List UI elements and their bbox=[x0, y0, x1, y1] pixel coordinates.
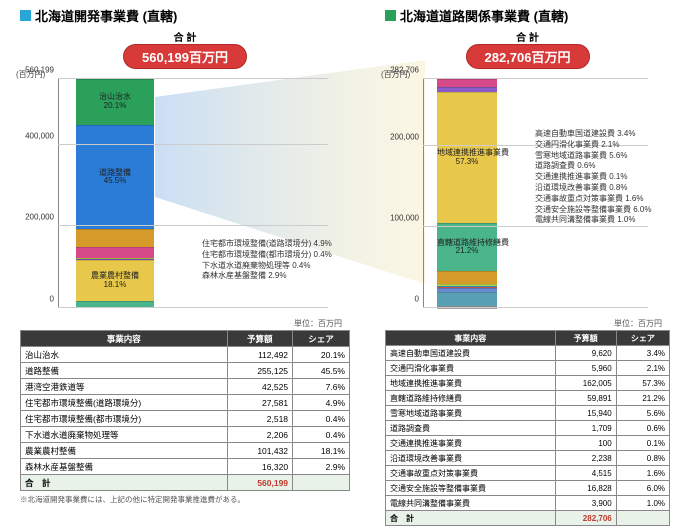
col-header: シェア bbox=[616, 331, 669, 346]
table-row: 森林水産基盤整備16,3202.9% bbox=[21, 459, 350, 475]
right-table: 事業内容予算額シェア高速自動車国道建設費9,6203.4%交通円滑化事業費5,9… bbox=[385, 330, 670, 526]
table-row: 電線共同溝整備事業費3,9001.0% bbox=[386, 496, 670, 511]
segment: 農業農村整備18.1% bbox=[76, 260, 154, 301]
segment bbox=[437, 79, 497, 87]
table-row: 交通事故重点対策事業費4,5151.6% bbox=[386, 466, 670, 481]
callout-line: 森林水産基盤整備 2.9% bbox=[202, 271, 357, 282]
table-row: 直轄道路維持修繕費59,89121.2% bbox=[386, 391, 670, 406]
callout-line: 交通事故重点対策事業費 1.6% bbox=[535, 194, 675, 205]
right-callouts: 高速自動車国道建設費 3.4%交通円滑化事業費 2.1%雪寒地域道路事業費 5.… bbox=[535, 129, 675, 226]
col-header: 事業内容 bbox=[21, 331, 228, 347]
left-chart: (百万円) 治山治水20.1%道路整備45.5%農業農村整備18.1% 0200… bbox=[20, 71, 350, 316]
segment: 道路整備45.5% bbox=[76, 125, 154, 229]
right-bar: 地域連携推進事業費57.3%直轄道路維持修繕費21.2% bbox=[437, 79, 497, 308]
title-square-icon bbox=[20, 10, 31, 21]
left-bar: 治山治水20.1%道路整備45.5% 農業農村整備18.1% bbox=[76, 79, 154, 308]
segment bbox=[76, 229, 154, 246]
table-row: 治山治水112,49220.1% bbox=[21, 347, 350, 363]
left-title: 北海道開発事業費 (直轄) bbox=[20, 6, 350, 25]
right-axis: 地域連携推進事業費57.3%直轄道路維持修繕費21.2% 0100,000200… bbox=[423, 79, 518, 308]
left-total-badge: 合 計 560,199百万円 bbox=[20, 29, 350, 69]
segment bbox=[437, 292, 497, 306]
col-header: 予算額 bbox=[227, 331, 293, 347]
callout-line: 交通安全施設等整備事業費 6.0% bbox=[535, 205, 675, 216]
table-row: 港湾空港鉄道等42,5257.6% bbox=[21, 379, 350, 395]
total-row: 合 計282,706 bbox=[386, 511, 670, 526]
right-total-badge: 合 計 282,706百万円 bbox=[385, 29, 670, 69]
callout-line: 道路調査費 0.6% bbox=[535, 161, 675, 172]
table-row: 交通連携推進事業費1000.1% bbox=[386, 436, 670, 451]
left-panel: 北海道開発事業費 (直轄) 合 計 560,199百万円 (百万円) 治山治水2… bbox=[20, 0, 350, 505]
col-header: 予算額 bbox=[555, 331, 616, 346]
callout-line: 交通円滑化事業費 2.1% bbox=[535, 140, 675, 151]
right-title: 北海道道路関係事業費 (直轄) bbox=[385, 6, 670, 25]
left-footnote: ※北海道開発事業費には、上記の他に特定開発事業推進費がある。 bbox=[20, 494, 350, 505]
callout-line: 下水道水道廃棄物処理等 0.4% bbox=[202, 261, 357, 272]
table-row: 雪寒地域道路事業費15,9405.6% bbox=[386, 406, 670, 421]
segment bbox=[437, 271, 497, 284]
table-row: 道路整備255,12545.5% bbox=[21, 363, 350, 379]
table-row: 下水道水道廃棄物処理等2,2060.4% bbox=[21, 427, 350, 443]
table-row: 高速自動車国道建設費9,6203.4% bbox=[386, 346, 670, 361]
title-square-icon bbox=[385, 10, 396, 21]
callout-line: 雪寒地域道路事業費 5.6% bbox=[535, 151, 675, 162]
callout-line: 電線共同溝整備事業費 1.0% bbox=[535, 215, 675, 226]
table-row: 住宅都市環境整備(道路環境分)27,5814.9% bbox=[21, 395, 350, 411]
left-table: 事業内容予算額シェア治山治水112,49220.1%道路整備255,12545.… bbox=[20, 330, 350, 491]
segment bbox=[76, 247, 154, 258]
segment: 地域連携推進事業費57.3% bbox=[437, 92, 497, 223]
title-text: 北海道道路関係事業費 (直轄) bbox=[400, 6, 568, 25]
right-panel: 北海道道路関係事業費 (直轄) 合 計 282,706百万円 (百万円) 地域連… bbox=[385, 0, 670, 526]
right-chart: (百万円) 地域連携推進事業費57.3%直轄道路維持修繕費21.2% 0100,… bbox=[385, 71, 670, 316]
callout-line: 交通連携推進事業費 0.1% bbox=[535, 172, 675, 183]
table-row: 地域連携推進事業費162,00557.3% bbox=[386, 376, 670, 391]
callout-line: 沿道環境改善事業費 0.8% bbox=[535, 183, 675, 194]
segment: 直轄道路維持修繕費21.2% bbox=[437, 223, 497, 272]
col-header: シェア bbox=[293, 331, 350, 347]
callout-line: 住宅都市環境整備(道路環境分) 4.9% bbox=[202, 239, 357, 250]
segment: 治山治水20.1% bbox=[76, 79, 154, 125]
table-row: 農業農村整備101,43218.1% bbox=[21, 443, 350, 459]
table-row: 沿道環境改善事業費2,2380.8% bbox=[386, 451, 670, 466]
title-text: 北海道開発事業費 (直轄) bbox=[35, 6, 177, 25]
table-row: 交通円滑化事業費5,9602.1% bbox=[386, 361, 670, 376]
table-row: 道路調査費1,7090.6% bbox=[386, 421, 670, 436]
col-header: 事業内容 bbox=[386, 331, 556, 346]
callout-line: 高速自動車国道建設費 3.4% bbox=[535, 129, 675, 140]
left-axis: 治山治水20.1%道路整備45.5%農業農村整備18.1% 0200,00040… bbox=[58, 79, 178, 308]
table-row: 住宅都市環境整備(都市環境分)2,5180.4% bbox=[21, 411, 350, 427]
total-row: 合 計560,199 bbox=[21, 475, 350, 491]
table-row: 交通安全施設等整備事業費16,8286.0% bbox=[386, 481, 670, 496]
left-callouts: 住宅都市環境整備(道路環境分) 4.9%住宅都市環境整備(都市環境分) 0.4%… bbox=[202, 239, 357, 282]
callout-line: 住宅都市環境整備(都市環境分) 0.4% bbox=[202, 250, 357, 261]
